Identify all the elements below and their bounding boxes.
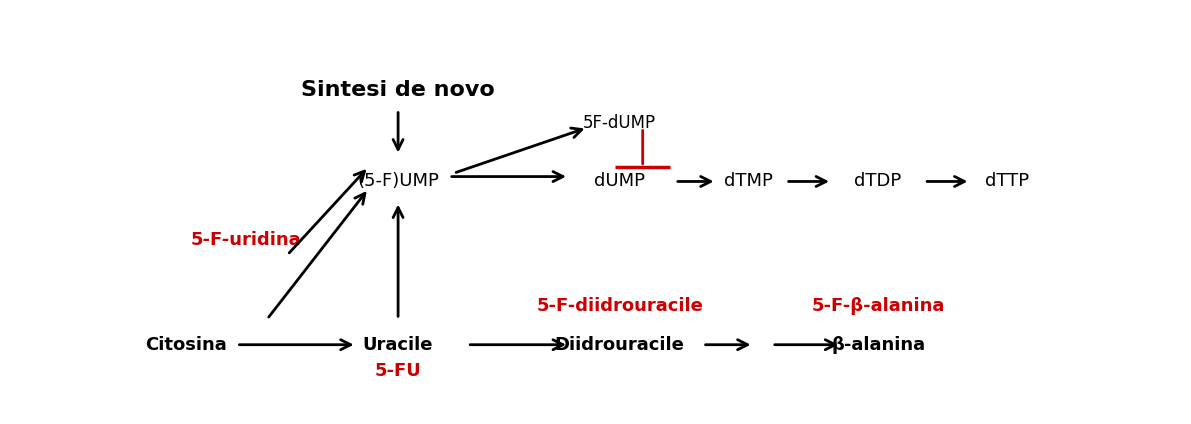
Text: β-alanina: β-alanina <box>831 336 925 354</box>
Text: 5F-dUMP: 5F-dUMP <box>584 114 656 132</box>
Text: (5-F)UMP: (5-F)UMP <box>357 173 439 190</box>
Text: 5-F-β-alanina: 5-F-β-alanina <box>811 296 944 315</box>
Text: Diidrouracile: Diidrouracile <box>555 336 685 354</box>
Text: dTMP: dTMP <box>724 173 773 190</box>
Text: dTTP: dTTP <box>985 173 1029 190</box>
Text: Sintesi de novo: Sintesi de novo <box>301 80 495 100</box>
Text: Citosina: Citosina <box>145 336 226 354</box>
Text: Uracile: Uracile <box>363 336 434 354</box>
Text: dTDP: dTDP <box>854 173 902 190</box>
Text: 5-FU: 5-FU <box>375 362 422 380</box>
Text: dUMP: dUMP <box>594 173 646 190</box>
Text: 5-F-diidrouracile: 5-F-diidrouracile <box>536 296 703 315</box>
Text: 5-F-uridina: 5-F-uridina <box>191 231 301 249</box>
